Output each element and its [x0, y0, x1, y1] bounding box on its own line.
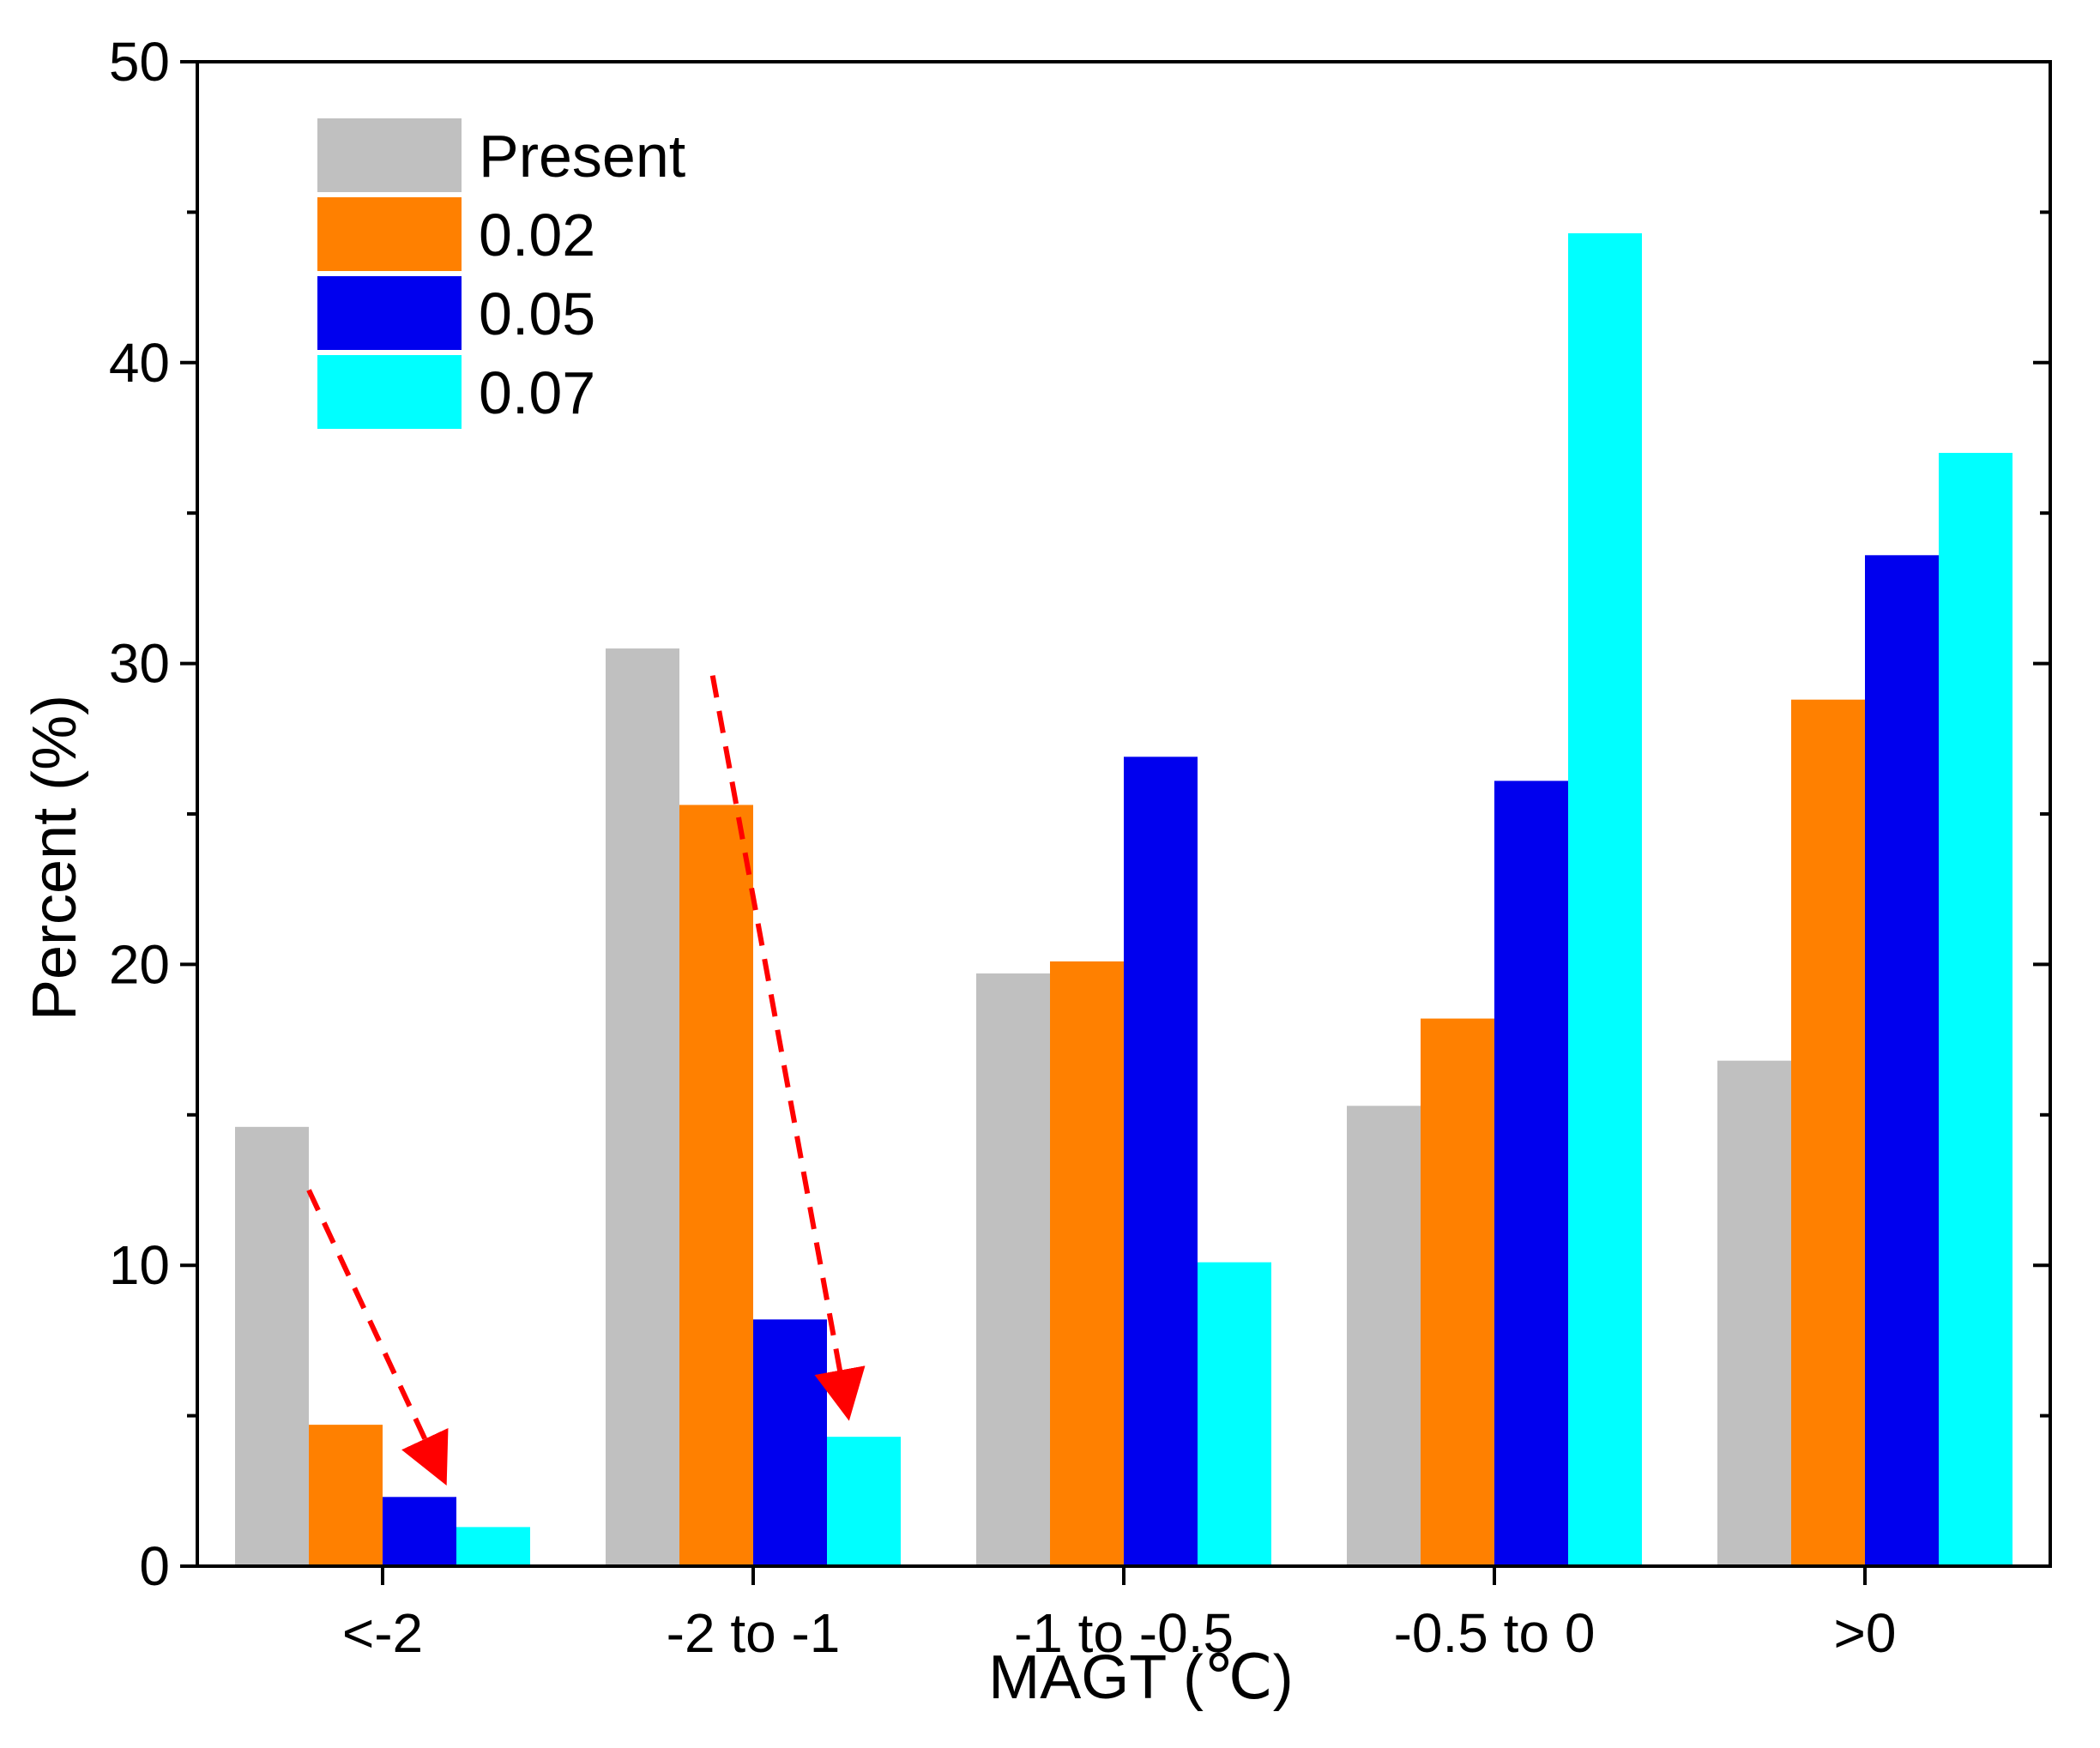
trend-arrow — [306, 1189, 449, 1486]
bar-0_05-2 — [1124, 756, 1198, 1566]
bar-0_05-1 — [753, 1319, 827, 1566]
legend-swatch-0_02 — [317, 197, 462, 271]
legend-swatch-0_07 — [317, 355, 462, 429]
y-tick-label: 50 — [109, 31, 170, 93]
bar-0_02-1 — [679, 805, 753, 1566]
y-tick-label: 30 — [109, 633, 170, 695]
y-tick-label: 0 — [139, 1535, 170, 1597]
x-tick-label: <-2 — [342, 1602, 423, 1664]
legend: Present 0.02 0.05 0.07 — [317, 118, 685, 429]
y-tick-label: 10 — [109, 1234, 170, 1296]
annotations-layer — [306, 675, 866, 1486]
x-tick-label: >0 — [1834, 1602, 1897, 1664]
legend-swatch-Present — [317, 118, 462, 192]
bar-0_02-4 — [1791, 699, 1865, 1566]
legend-label-0_02: 0.02 — [479, 202, 595, 268]
legend-label-0_07: 0.07 — [479, 359, 595, 426]
bar-0_02-0 — [309, 1425, 383, 1566]
bar-0_07-4 — [1939, 453, 2012, 1566]
bar-0_05-4 — [1865, 555, 1939, 1566]
x-tick-label: -1 to -0.5 — [1014, 1602, 1234, 1664]
legend-swatch-0_05 — [317, 276, 462, 350]
bar-0_07-2 — [1198, 1262, 1271, 1566]
x-axis-title: MAGT (℃) — [988, 1643, 1294, 1712]
bar-Present-2 — [976, 973, 1050, 1566]
bar-0_05-3 — [1494, 781, 1568, 1566]
trend-arrow — [709, 675, 866, 1421]
bar-0_02-3 — [1421, 1018, 1494, 1566]
x-tick-label: -0.5 to 0 — [1394, 1602, 1596, 1664]
axes-layer: 0 10 20 30 40 50 <-2 -2 to -1 -1 to -0.5 -0.5 to … — [109, 31, 2052, 1664]
bar-0_07-3 — [1568, 232, 1642, 1566]
bar-Present-0 — [235, 1126, 309, 1566]
bar-0_05-0 — [383, 1497, 456, 1566]
bar-Present-1 — [606, 648, 679, 1566]
y-tick-label: 40 — [109, 332, 170, 394]
x-tick-label: -2 to -1 — [667, 1602, 841, 1664]
y-axis-title: Percent (%) — [21, 695, 89, 1021]
legend-label-0_05: 0.05 — [479, 280, 595, 347]
bar-0_07-0 — [456, 1527, 530, 1566]
bar-0_07-1 — [827, 1437, 901, 1566]
bars-layer — [235, 232, 2012, 1566]
legend-label-Present: Present — [479, 123, 685, 190]
y-tick-label: 20 — [109, 933, 170, 995]
bar-Present-4 — [1717, 1060, 1791, 1566]
bar-0_02-2 — [1050, 961, 1124, 1566]
bar-Present-3 — [1347, 1106, 1421, 1566]
